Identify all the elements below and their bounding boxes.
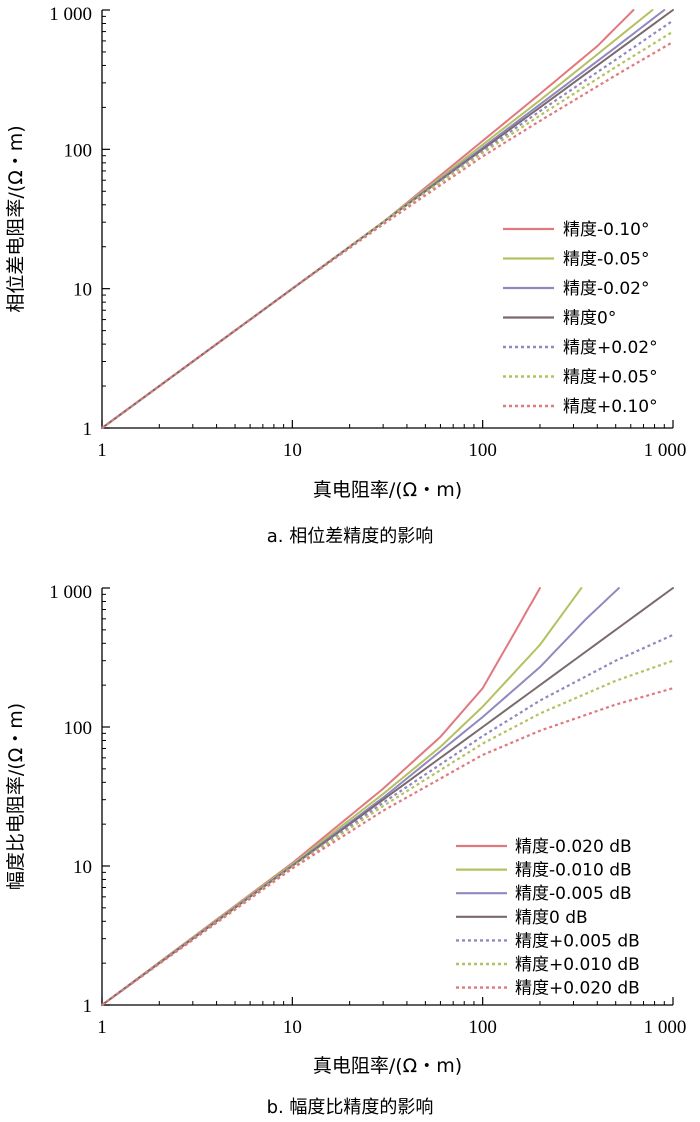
x-axis-label: 真电阻率/(Ω・m) (313, 479, 462, 501)
x-tick-label: 10 (283, 1017, 302, 1038)
legend-label: 精度+0.020 dB (515, 979, 640, 999)
legend-label: 精度0° (563, 309, 616, 329)
series-line-4 (101, 9, 674, 429)
series-line-1 (101, 587, 541, 1006)
legend-label: 精度-0.05° (563, 250, 650, 270)
chart-panel-a: 11 10 10 100 100 1 000 1 000 真电阻率/(Ω・m) 相位差电阻率/(… (5, 4, 686, 547)
legend-label: 精度+0.02° (563, 338, 658, 358)
series-line-4 (101, 587, 674, 1006)
legend: 精度-0.10° 精度-0.05° 精度-0.02° 精度0° 精度+0.02° 精度+0… (503, 220, 658, 417)
legend-label: 精度+0.010 dB (515, 955, 640, 975)
series-line-2 (101, 587, 583, 1006)
series-line-7 (101, 40, 674, 429)
series-line-2 (101, 9, 654, 429)
y-axis-label: 相位差电阻率/(Ω・m) (5, 125, 27, 312)
x-tick-label: 100 (468, 1017, 497, 1038)
x-tick-label: 1 000 (644, 1017, 687, 1038)
legend-label: 精度0 dB (515, 908, 588, 928)
legend-label: 精度-0.005 dB (515, 884, 632, 904)
chart-panel-b: 11 10 10 100 100 1 000 1 000 真电阻率/(Ω・m) 幅度比电阻率/(… (5, 582, 686, 1118)
plot-area (101, 587, 674, 1006)
legend-label: 精度+0.005 dB (515, 931, 640, 951)
legend: 精度-0.020 dB 精度-0.010 dB 精度-0.005 dB 精度0 dB 精… (456, 837, 640, 999)
y-tick-label: 10 (73, 280, 92, 301)
x-axis-label: 真电阻率/(Ω・m) (313, 1055, 462, 1077)
plot-area (101, 9, 674, 429)
x-tick-label: 1 000 (644, 440, 687, 461)
chart-caption: b. 幅度比精度的影响 (267, 1097, 434, 1118)
y-tick-label: 1 000 (49, 582, 92, 603)
legend-label: 精度+0.10° (563, 397, 658, 417)
y-tick-label: 1 000 (49, 4, 92, 25)
chart-caption: a. 相位差精度的影响 (267, 526, 433, 547)
x-tick-label: 1 (97, 440, 107, 461)
y-tick-label: 100 (64, 140, 93, 161)
y-tick-label: 100 (64, 718, 93, 739)
y-tick-label: 10 (73, 857, 92, 878)
x-tick-label: 1 (97, 1017, 107, 1038)
legend-label: 精度-0.020 dB (515, 837, 632, 857)
x-tick-label: 10 (283, 440, 302, 461)
series-line-6 (101, 659, 674, 1006)
y-tick-label: 1 (83, 996, 93, 1017)
legend-label: 精度-0.010 dB (515, 861, 632, 881)
x-tick-label: 100 (468, 440, 497, 461)
y-axis-label: 幅度比电阻率/(Ω・m) (5, 703, 27, 890)
legend-label: 精度-0.10° (563, 220, 650, 240)
series-line-1 (101, 9, 635, 429)
legend-label: 精度-0.02° (563, 279, 650, 299)
y-tick-label: 1 (83, 419, 93, 440)
series-line-7 (101, 687, 674, 1006)
legend-label: 精度+0.05° (563, 368, 658, 388)
